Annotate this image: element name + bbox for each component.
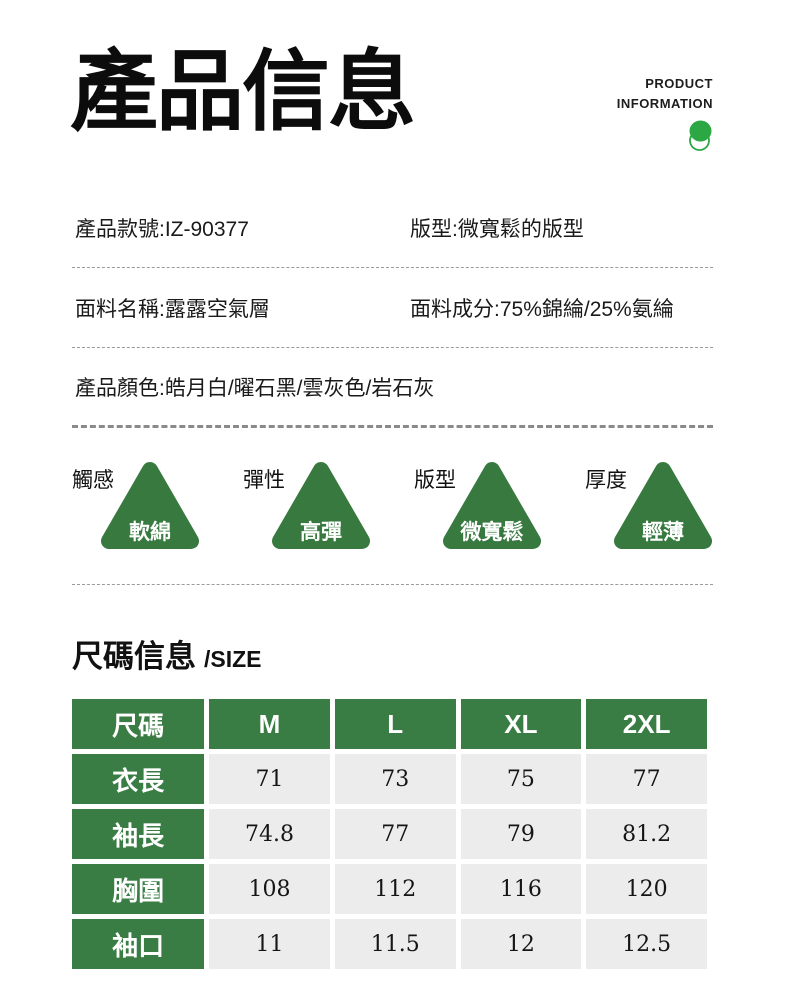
value-cell: 77	[334, 809, 456, 859]
feature-elasticity-label: 彈性	[243, 469, 285, 492]
subtitle: PRODUCT INFORMATION	[617, 74, 713, 114]
spec-row-fabric: 面料名稱:露露空氣層 面料成分:75%錦綸/25%氨綸	[72, 268, 713, 348]
row-label-cell: 袖長	[72, 809, 205, 859]
feature-touch-value: 軟綿	[129, 521, 171, 544]
size-table-header-row: 尺碼 M L XL 2XL	[72, 699, 707, 749]
feature-thickness-value: 輕薄	[642, 521, 684, 544]
feature-fit: 版型 微寬鬆	[414, 458, 542, 550]
feature-thickness: 厚度 輕薄	[585, 458, 713, 550]
value-cell: 79	[460, 809, 582, 859]
value-cell: 75	[460, 754, 582, 804]
row-label-cell: 衣長	[72, 754, 205, 804]
triangle-badge-icon	[272, 462, 370, 549]
feature-elasticity: 彈性 高彈	[243, 458, 371, 550]
size-table-header-cell: L	[334, 699, 456, 749]
feature-elasticity-value: 高彈	[300, 521, 342, 544]
spec-model-number: 產品款號:IZ-90377	[75, 217, 249, 241]
spec-row-colors: 產品顏色:皓月白/曜石黑/雲灰色/岩石灰	[72, 348, 713, 428]
spec-row-model: 產品款號:IZ-90377 版型:微寬鬆的版型	[72, 188, 713, 268]
size-table-row-chest: 胸圍 108 112 116 120	[72, 864, 707, 914]
subtitle-line-2: INFORMATION	[616, 96, 713, 111]
value-cell: 11	[209, 919, 330, 969]
value-cell: 81.2	[586, 809, 707, 859]
subtitle-line-1: PRODUCT	[645, 76, 713, 91]
size-table-header-cell: XL	[460, 699, 582, 749]
row-label-cell: 袖口	[72, 919, 205, 969]
product-info-page: 產品信息 PRODUCT INFORMATION 產品款號:IZ-90377 版…	[70, 0, 713, 974]
spec-fit-type: 版型:微寬鬆的版型	[410, 217, 584, 241]
value-cell: 112	[334, 864, 456, 914]
size-table-row-cuff: 袖口 11 11.5 12 12.5	[72, 919, 707, 969]
value-cell: 77	[586, 754, 707, 804]
feature-fit-label: 版型	[414, 469, 456, 492]
feature-thickness-label: 厚度	[585, 469, 627, 492]
feature-touch: 觸感 軟綿	[72, 458, 200, 550]
size-section-heading: 尺碼信息 /SIZE	[72, 631, 713, 676]
feature-fit-value: 微寬鬆	[460, 521, 524, 544]
size-table-header-cell: M	[209, 699, 330, 749]
value-cell: 71	[209, 754, 330, 804]
triangle-badge-icon	[614, 462, 712, 549]
feature-badges: 觸感 軟綿 彈性 高彈 版型 微寬鬆 厚度 輕薄	[72, 428, 713, 585]
triangle-badge-icon	[443, 462, 541, 549]
spec-fabric-composition: 面料成分:75%錦綸/25%氨綸	[410, 297, 674, 321]
spec-product-colors: 產品顏色:皓月白/曜石黑/雲灰色/岩石灰	[75, 376, 435, 400]
triangle-badge-icon	[101, 462, 199, 549]
size-table: 尺碼 M L XL 2XL 衣長 71 73 75 77 袖長 74.8 77 …	[67, 694, 712, 974]
value-cell: 73	[334, 754, 456, 804]
size-table-row-sleeve: 袖長 74.8 77 79 81.2	[72, 809, 707, 859]
size-section-title: 尺碼信息	[72, 639, 196, 674]
value-cell: 108	[209, 864, 330, 914]
value-cell: 12	[460, 919, 582, 969]
header: 產品信息 PRODUCT INFORMATION	[70, 0, 713, 151]
page-title: 產品信息	[70, 42, 416, 141]
value-cell: 12.5	[586, 919, 707, 969]
spec-fabric-name: 面料名稱:露露空氣層	[75, 297, 270, 321]
value-cell: 11.5	[334, 919, 456, 969]
size-table-header-cell: 2XL	[586, 699, 707, 749]
value-cell: 120	[586, 864, 707, 914]
feature-touch-label: 觸感	[72, 469, 114, 492]
value-cell: 74.8	[209, 809, 330, 859]
spec-list: 產品款號:IZ-90377 版型:微寬鬆的版型 面料名稱:露露空氣層 面料成分:…	[72, 188, 713, 428]
green-dot-icon	[689, 120, 712, 151]
size-table-row-length: 衣長 71 73 75 77	[72, 754, 707, 804]
value-cell: 116	[460, 864, 582, 914]
size-section-suffix: /SIZE	[204, 646, 262, 672]
row-label-cell: 胸圍	[72, 864, 205, 914]
size-table-header-cell: 尺碼	[72, 699, 205, 749]
